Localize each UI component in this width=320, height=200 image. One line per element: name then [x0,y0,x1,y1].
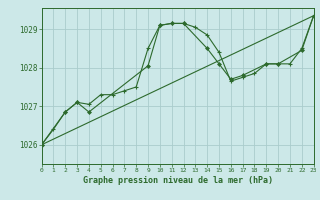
X-axis label: Graphe pression niveau de la mer (hPa): Graphe pression niveau de la mer (hPa) [83,176,273,185]
